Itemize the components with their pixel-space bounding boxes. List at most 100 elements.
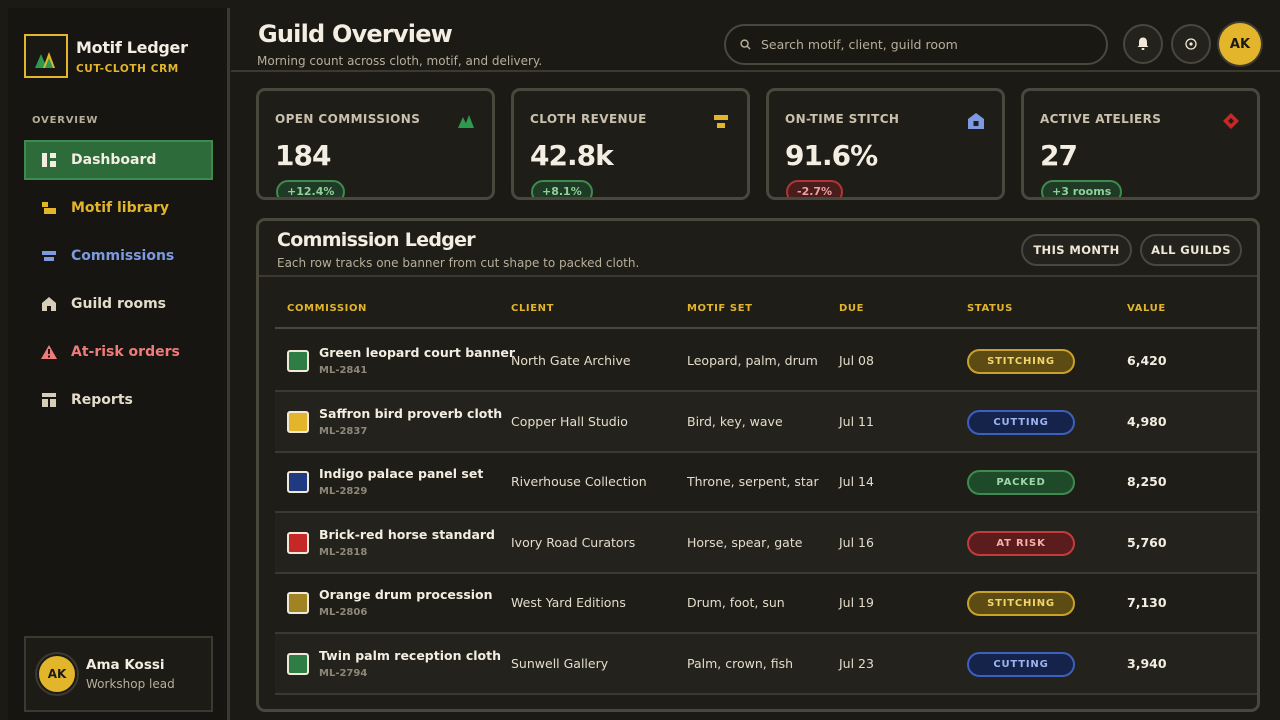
house-icon [967,112,985,130]
value-cell: 8,250 [1127,474,1167,489]
brand-subtitle: CUT-CLOTH CRM [76,62,179,75]
color-swatch [287,653,309,675]
table-row[interactable]: Orange drum procession ML-2806 West Yard… [275,573,1257,634]
search-bar[interactable] [724,24,1108,65]
commission-title: Twin palm reception cloth [319,648,502,663]
column-header-value[interactable]: VALUE [1127,303,1166,314]
sidebar-item-dashboard[interactable]: Dashboard [24,140,213,180]
commission-code: ML-2829 [319,486,368,497]
client-cell: North Gate Archive [511,353,631,368]
commissions-icon [41,248,57,264]
search-input[interactable] [761,37,1081,52]
commission-ledger: Commission Ledger Each row tracks one ba… [256,218,1260,712]
sidebar-item-label: Guild rooms [71,296,167,312]
color-swatch [287,350,309,372]
due-cell: Jul 14 [839,474,874,489]
sidebar-item-motif-library[interactable]: Motif library [24,188,213,228]
client-cell: West Yard Editions [511,595,626,610]
stat-label: ACTIVE ATELIERS [1040,112,1162,126]
help-icon [1185,35,1197,54]
motif-set-cell: Drum, foot, sun [687,595,785,610]
page-title: Guild Overview [258,20,453,48]
client-cell: Ivory Road Curators [511,535,636,550]
sidebar-item-commissions[interactable]: Commissions [24,236,213,276]
client-cell: Riverhouse Collection [511,474,647,489]
motif-set-cell: Bird, key, wave [687,414,783,429]
mountains-icon [457,112,475,130]
stat-label: OPEN COMMISSIONS [275,112,421,126]
sidebar-item-label: At-risk orders [71,344,180,360]
reports-icon [41,392,57,408]
client-cell: Sunwell Gallery [511,656,609,671]
status-badge: CUTTING [967,652,1075,677]
stat-label: CLOTH REVENUE [530,112,647,126]
table-row[interactable]: Indigo palace panel set ML-2829 Riverhou… [275,452,1257,513]
status-badge: STITCHING [967,591,1075,616]
table-row[interactable]: Saffron bird proverb cloth ML-2837 Coppe… [275,392,1257,453]
motif-set-cell: Palm, crown, fish [687,656,794,671]
due-cell: Jul 23 [839,656,874,671]
motif-icon [41,200,57,216]
user-card[interactable]: AK Ama Kossi Workshop lead [24,636,213,712]
commission-code: ML-2806 [319,607,368,618]
table-row[interactable]: Brick-red horse standard ML-2818 Ivory R… [275,513,1257,574]
sidebar-item-reports[interactable]: Reports [24,380,213,420]
sidebar-item-guild-rooms[interactable]: Guild rooms [24,284,213,324]
color-swatch [287,592,309,614]
column-header-commission[interactable]: COMMISSION [287,303,368,314]
header-avatar[interactable]: AK [1219,23,1261,65]
status-badge: AT RISK [967,531,1075,556]
column-header-status[interactable]: STATUS [967,303,1013,314]
help-button[interactable] [1171,24,1211,64]
stat-card-open-commissions: OPEN COMMISSIONS 184 +12.4% [256,88,495,200]
commission-code: ML-2841 [319,365,368,376]
stat-value: 27 [1040,139,1078,172]
color-swatch [287,471,309,493]
brand[interactable]: Motif Ledger CUT-CLOTH CRM [24,34,188,78]
avatar: AK [37,654,77,694]
house-icon [41,296,57,312]
filter-this-month-button[interactable]: THIS MONTH [1021,234,1132,266]
stat-label: ON-TIME STITCH [785,112,900,126]
sidebar-item-at-risk-orders[interactable]: At-risk orders [24,332,213,372]
due-cell: Jul 19 [839,595,874,610]
warning-icon [41,344,57,360]
due-cell: Jul 08 [839,353,874,368]
table-row[interactable]: Green leopard court banner ML-2841 North… [275,331,1257,392]
value-cell: 5,760 [1127,535,1167,550]
column-header-client[interactable]: CLIENT [511,303,555,314]
commission-code: ML-2794 [319,668,368,679]
brand-logo-icon [24,34,68,78]
column-header-motif-set[interactable]: MOTIF SET [687,303,753,314]
table-header: COMMISSION CLIENT MOTIF SET DUE STATUS V… [275,291,1257,329]
commission-code: ML-2818 [319,547,368,558]
value-cell: 3,940 [1127,656,1167,671]
due-cell: Jul 11 [839,414,874,429]
stat-delta-badge: +12.4% [276,180,346,197]
stat-card-cloth-revenue: CLOTH REVENUE 42.8k +8.1% [511,88,750,200]
sidebar-nav: Dashboard Motif library Commissions Guil… [24,140,213,428]
due-cell: Jul 16 [839,535,874,550]
ledger-title: Commission Ledger [277,229,476,251]
sidebar-item-label: Motif library [71,200,170,216]
motif-set-cell: Throne, serpent, star [687,474,819,489]
user-name: Ama Kossi [86,657,165,673]
notifications-button[interactable] [1123,24,1163,64]
color-swatch [287,411,309,433]
bell-icon [1137,35,1149,54]
stat-delta-badge: +8.1% [531,180,593,197]
stat-delta-badge: +3 rooms [1041,180,1123,197]
table-row[interactable]: Twin palm reception cloth ML-2794 Sunwel… [275,634,1257,695]
search-icon [740,35,751,54]
status-badge: PACKED [967,470,1075,495]
ledger-divider [259,275,1257,277]
user-role: Workshop lead [86,677,175,691]
status-badge: STITCHING [967,349,1075,374]
dashboard-icon [41,152,57,168]
filter-all-guilds-button[interactable]: ALL GUILDS [1140,234,1242,266]
column-header-due[interactable]: DUE [839,303,865,314]
value-cell: 6,420 [1127,353,1167,368]
sidebar-item-label: Reports [71,392,133,408]
stat-delta-badge: -2.7% [786,180,844,197]
motif-set-cell: Leopard, palm, drum [687,353,818,368]
